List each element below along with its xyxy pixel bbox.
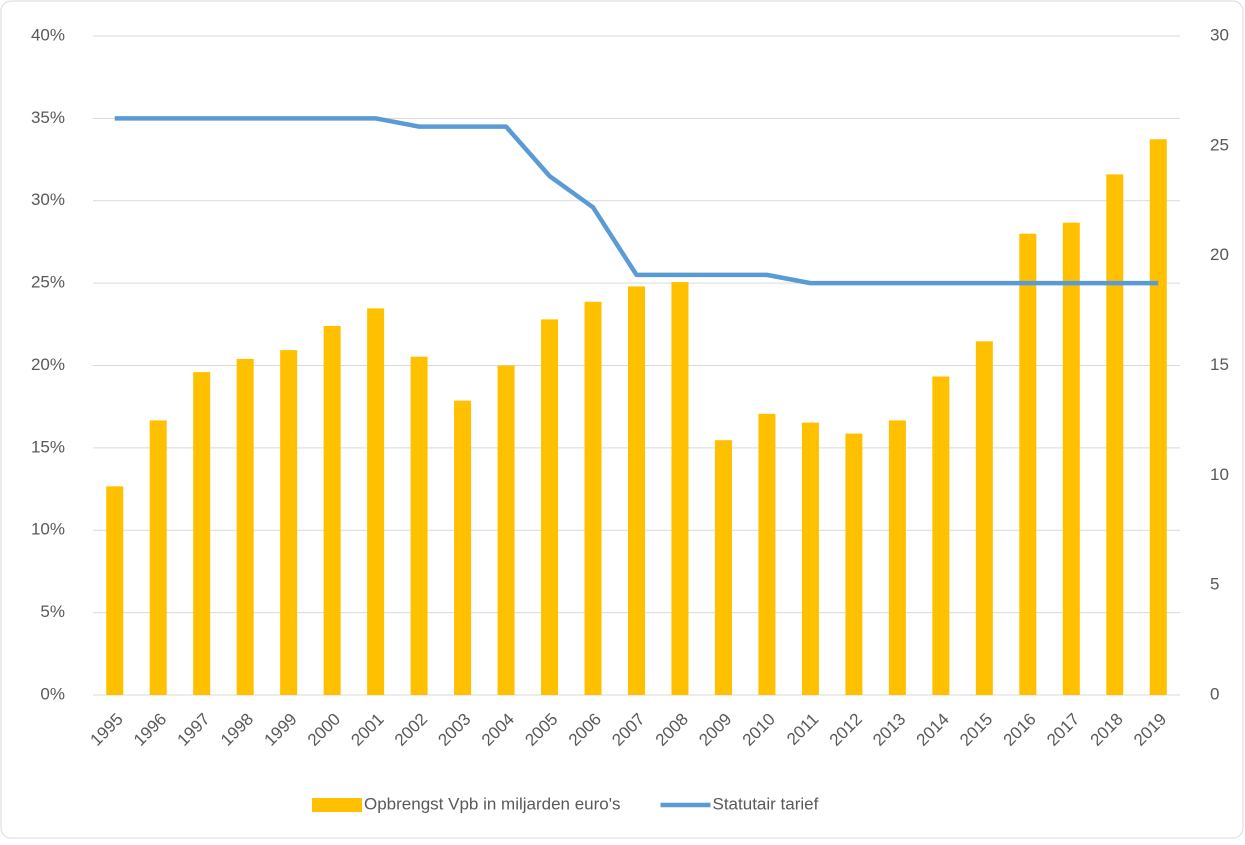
bar — [1106, 174, 1124, 695]
bar — [497, 365, 515, 695]
bar — [323, 325, 341, 695]
y-tick-label: 40% — [31, 25, 65, 44]
y-tick-label: 15% — [31, 437, 65, 456]
bar — [1062, 222, 1080, 695]
bar — [367, 308, 385, 695]
bar — [149, 420, 167, 695]
bar — [1149, 139, 1167, 695]
y-tick-label: 35% — [31, 108, 65, 127]
y-tick-label: 30% — [31, 190, 65, 209]
y2-tick-label: 0 — [1210, 684, 1219, 703]
bar — [236, 358, 254, 695]
legend-swatch — [312, 798, 362, 812]
bar — [932, 376, 950, 695]
bar — [193, 372, 211, 695]
bar — [280, 350, 298, 695]
bar — [454, 400, 472, 695]
y2-tick-label: 30 — [1210, 25, 1229, 44]
y-tick-label: 5% — [40, 602, 65, 621]
y-tick-label: 10% — [31, 520, 65, 539]
y-tick-label: 25% — [31, 273, 65, 292]
bar — [975, 341, 993, 695]
bar — [671, 282, 689, 695]
legend-label: Opbrengst Vpb in miljarden euro's — [364, 794, 621, 813]
bar — [541, 319, 559, 695]
y2-tick-label: 20 — [1210, 245, 1229, 264]
legend-label: Statutair tarief — [713, 794, 819, 813]
bar — [801, 422, 819, 695]
y2-tick-label: 5 — [1210, 575, 1219, 594]
bar — [628, 286, 645, 695]
bar — [714, 440, 732, 695]
y2-tick-label: 25 — [1210, 135, 1229, 154]
y2-tick-label: 10 — [1210, 465, 1229, 484]
bar — [888, 420, 906, 695]
y-tick-label: 0% — [40, 684, 65, 703]
y2-tick-label: 15 — [1210, 355, 1229, 374]
bar — [758, 413, 776, 695]
bar — [845, 433, 863, 695]
y-tick-label: 20% — [31, 355, 65, 374]
line — [114, 116, 1159, 286]
bar — [106, 486, 124, 695]
bar — [1019, 233, 1037, 695]
bar — [584, 301, 602, 695]
bar — [410, 356, 428, 695]
